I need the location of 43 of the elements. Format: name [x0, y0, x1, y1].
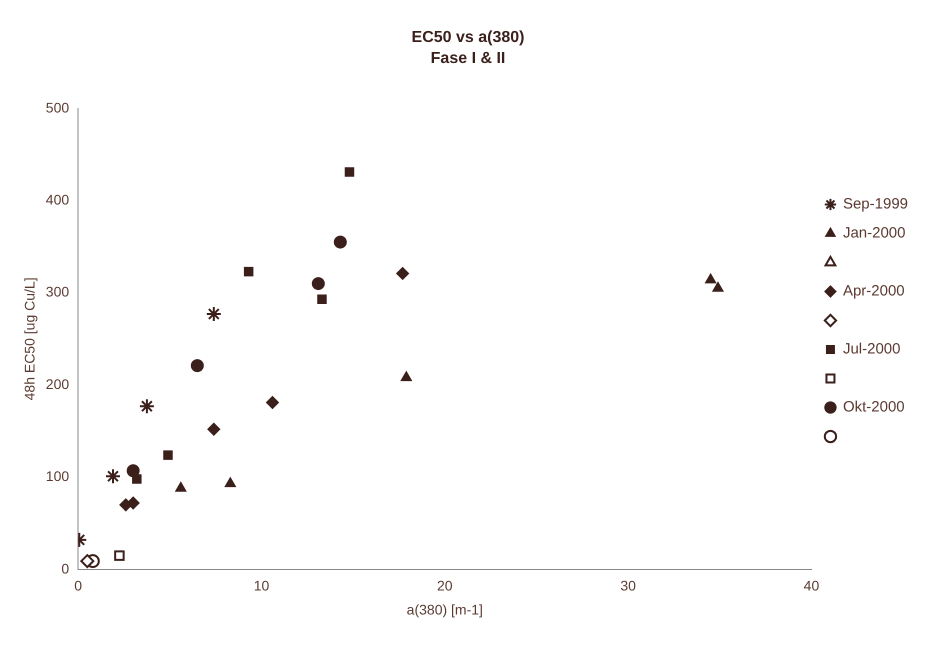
point	[396, 266, 410, 280]
point	[344, 167, 354, 177]
point	[138, 398, 155, 414]
point	[114, 550, 125, 561]
point	[244, 266, 254, 276]
point	[206, 306, 222, 322]
x-tick-label: 30	[620, 578, 636, 594]
point	[190, 359, 204, 372]
point	[224, 477, 236, 488]
point	[126, 496, 140, 510]
point	[80, 554, 94, 568]
point	[334, 236, 347, 249]
point	[132, 474, 142, 484]
y-tick-label: 100	[46, 468, 70, 484]
chart-title: EC50 vs a(380)	[412, 29, 524, 46]
y-tick-label: 300	[46, 284, 70, 300]
point	[312, 277, 325, 290]
point	[207, 422, 220, 436]
legend-label: Jul-2000	[842, 340, 900, 358]
legend-label: Jan-2000	[842, 224, 906, 242]
point	[712, 282, 724, 292]
chart-subtitle: Fase I & II	[430, 50, 506, 68]
x-tick-label: 40	[804, 578, 820, 594]
point	[266, 396, 279, 410]
y-tick-label: 200	[46, 376, 70, 392]
point	[126, 464, 140, 478]
y-tick-label: 400	[46, 191, 70, 208]
x-axis-title: a(380) [m-1]	[406, 601, 483, 618]
y-axis-title: 48h EC50 [ug Cu/L]	[21, 277, 38, 400]
y-tick-label: 500	[46, 99, 70, 116]
x-tick-label: 20	[437, 578, 453, 594]
x-tick-label: 0	[74, 578, 82, 594]
point	[317, 294, 327, 304]
legend-label: Okt-2000	[842, 398, 905, 416]
legend-label: Apr-2000	[842, 282, 905, 300]
legend-label: Sep-1999	[842, 196, 908, 213]
point	[704, 273, 716, 284]
y-tick-label: 0	[61, 560, 70, 576]
point	[400, 371, 412, 382]
x-tick-label: 10	[254, 578, 270, 594]
point	[163, 450, 173, 460]
point	[175, 482, 187, 492]
point	[104, 468, 121, 484]
